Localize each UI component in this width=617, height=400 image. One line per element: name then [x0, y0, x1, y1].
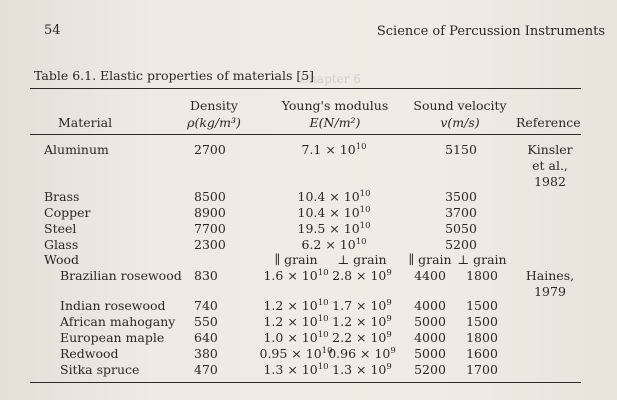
youngs-header-unit: E(N/m²) — [309, 115, 361, 130]
table-top-rule — [30, 88, 581, 89]
sound-value: 3500 — [445, 189, 477, 204]
youngs-perpendicular-value: 1.3 × 109 — [332, 362, 392, 377]
grain-parallel-label: ∥ grain — [408, 252, 452, 267]
sound-value: 3700 — [445, 205, 477, 220]
grain-parallel-label: ∥ grain — [274, 252, 318, 267]
density-value: 8500 — [194, 189, 226, 204]
sound-parallel-value: 4000 — [414, 298, 446, 313]
grain-perpendicular-label: ⊥ grain — [337, 252, 387, 267]
sound-value: 5200 — [445, 237, 477, 252]
reference-line: Haines, — [525, 268, 575, 283]
sound-perpendicular-value: 1700 — [466, 362, 498, 377]
material-name: Glass — [44, 237, 79, 252]
reference-line: 1982 — [534, 174, 566, 189]
column-header-sound-velocity: Sound velocity v(m/s) — [404, 97, 516, 131]
material-name: Brass — [44, 189, 80, 204]
bleed-through-text: Chapter 6 — [300, 72, 361, 86]
reference-value: Haines, 1979 — [510, 268, 590, 300]
column-header-reference: Reference — [516, 115, 581, 130]
table-header-rule — [30, 134, 581, 135]
youngs-header-label: Young's modulus — [281, 98, 389, 113]
youngs-parallel-value: 1.6 × 1010 — [263, 268, 329, 283]
density-header-label: Density — [190, 98, 238, 113]
material-name: Steel — [44, 221, 77, 236]
sound-header-unit: v(m/s) — [440, 115, 480, 130]
column-header-density: Density ρ(kg/m³) — [168, 97, 260, 131]
table-caption: Table 6.1. Elastic properties of materia… — [34, 68, 315, 83]
sound-perpendicular-value: 1800 — [466, 330, 498, 345]
sound-parallel-value: 4400 — [414, 268, 446, 283]
table-bottom-rule — [30, 382, 581, 383]
page-number: 54 — [44, 23, 61, 38]
youngs-parallel-value: 1.2 × 1010 — [263, 314, 329, 329]
youngs-parallel-value: 1.0 × 1010 — [263, 330, 329, 345]
density-value: 8900 — [194, 205, 226, 220]
reference-line: 1979 — [534, 284, 566, 299]
sound-parallel-value: 5200 — [414, 362, 446, 377]
youngs-parallel-value: 0.95 × 1010 — [259, 346, 333, 361]
column-header-material: Material — [58, 115, 113, 130]
youngs-value: 7.1 × 1010 — [301, 142, 367, 157]
sound-perpendicular-value: 1500 — [466, 298, 498, 313]
sound-perpendicular-value: 1600 — [466, 346, 498, 361]
material-name: Wood — [44, 252, 80, 267]
density-value: 470 — [194, 362, 218, 377]
grain-perpendicular-label: ⊥ grain — [457, 252, 507, 267]
column-header-youngs-modulus: Young's modulus E(N/m²) — [250, 97, 420, 131]
density-value: 7700 — [194, 221, 226, 236]
youngs-perpendicular-value: 1.7 × 109 — [332, 298, 392, 313]
density-header-unit: ρ(kg/m³) — [187, 115, 241, 130]
youngs-value: 10.4 × 1010 — [297, 189, 371, 204]
material-name: European maple — [60, 330, 165, 345]
youngs-value: 19.5 × 1010 — [297, 221, 371, 236]
material-name: Indian rosewood — [60, 298, 166, 313]
running-title: Science of Percussion Instruments — [376, 24, 605, 39]
sound-parallel-value: 5000 — [414, 346, 446, 361]
density-value: 2700 — [194, 142, 226, 157]
sound-value: 5050 — [445, 221, 477, 236]
reference-line: et al., — [532, 158, 568, 173]
youngs-parallel-value: 1.3 × 1010 — [263, 362, 329, 377]
youngs-perpendicular-value: 1.2 × 109 — [332, 314, 392, 329]
density-value: 380 — [194, 346, 218, 361]
reference-value: Kinsler et al., 1982 — [510, 142, 590, 190]
youngs-value: 6.2 × 1010 — [301, 237, 367, 252]
sound-value: 5150 — [445, 142, 477, 157]
youngs-value: 10.4 × 1010 — [297, 205, 371, 220]
material-name: Copper — [44, 205, 91, 220]
reference-line: Kinsler — [527, 142, 573, 157]
density-value: 640 — [194, 330, 218, 345]
material-name: Aluminum — [44, 142, 109, 157]
sound-perpendicular-value: 1800 — [466, 268, 498, 283]
material-name: Brazilian rosewood — [60, 268, 182, 283]
youngs-parallel-value: 1.2 × 1010 — [263, 298, 329, 313]
density-value: 830 — [194, 268, 218, 283]
sound-parallel-value: 4000 — [414, 330, 446, 345]
density-value: 2300 — [194, 237, 226, 252]
sound-perpendicular-value: 1500 — [466, 314, 498, 329]
youngs-perpendicular-value: 2.8 × 109 — [332, 268, 392, 283]
sound-parallel-value: 5000 — [414, 314, 446, 329]
sound-header-label: Sound velocity — [413, 98, 507, 113]
material-name: Redwood — [60, 346, 119, 361]
youngs-perpendicular-value: 0.96 × 109 — [328, 346, 396, 361]
density-value: 740 — [194, 298, 218, 313]
density-value: 550 — [194, 314, 218, 329]
material-name: African mahogany — [60, 314, 176, 329]
youngs-perpendicular-value: 2.2 × 109 — [332, 330, 392, 345]
material-name: Sitka spruce — [60, 362, 140, 377]
